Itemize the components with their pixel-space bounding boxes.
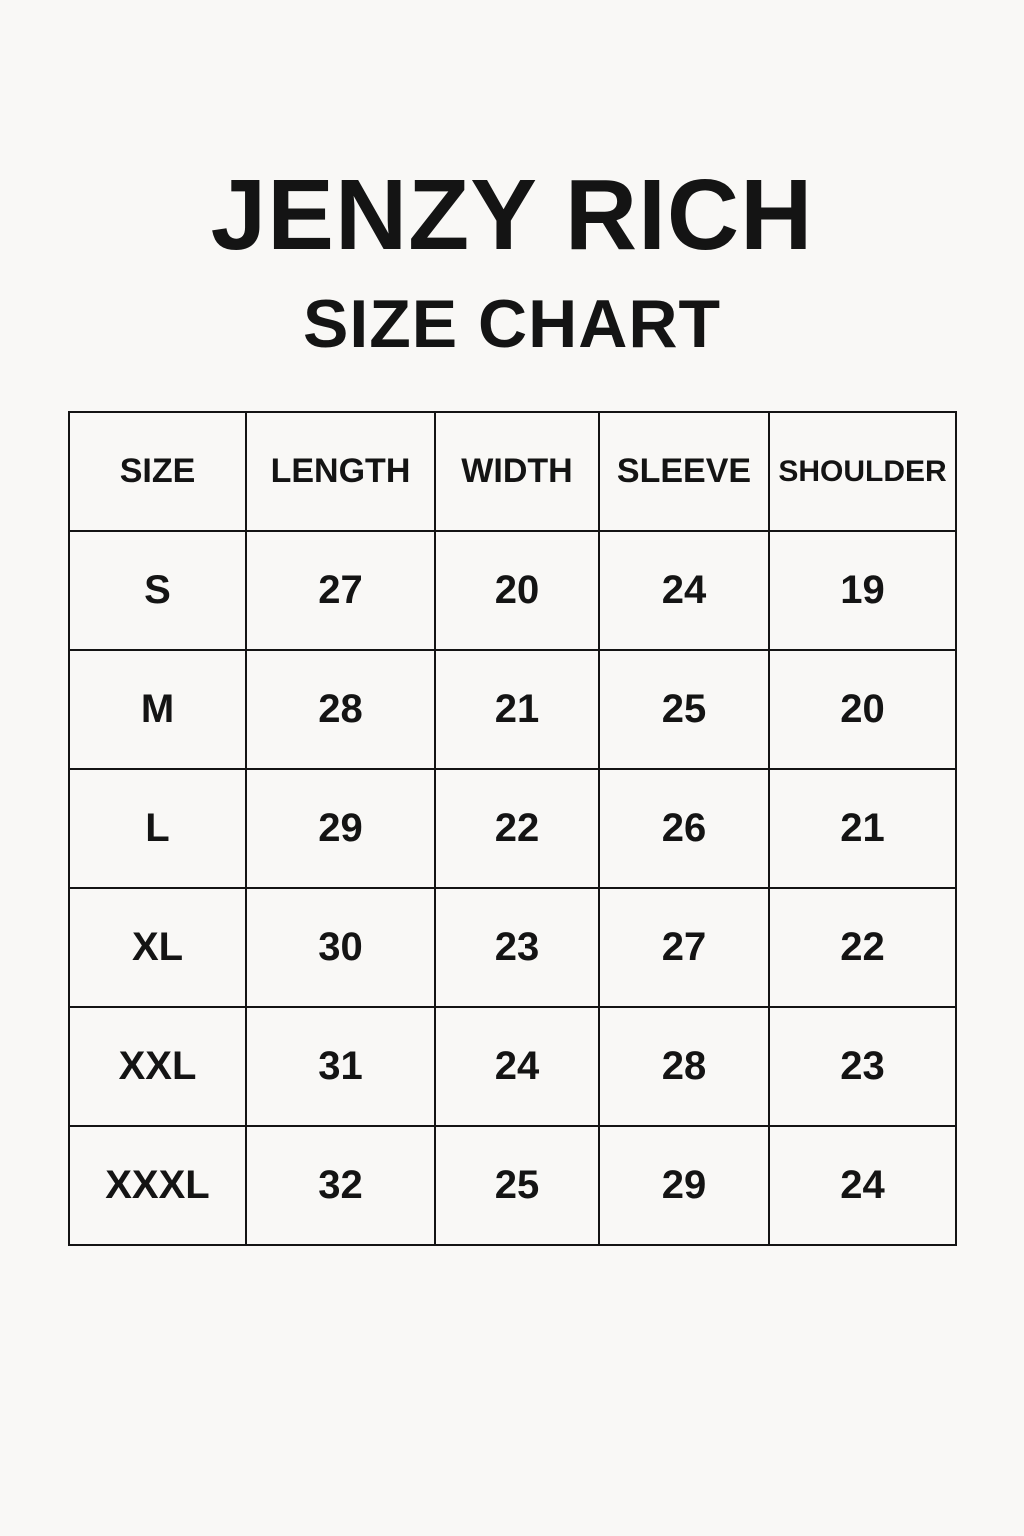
table-cell-width: 20	[434, 530, 600, 651]
table-row: XXL 31 24 28 23	[68, 1006, 957, 1127]
table-cell-shoulder: 20	[768, 649, 957, 770]
column-header-shoulder: SHOULDER	[768, 411, 957, 532]
column-header-length: LENGTH	[245, 411, 436, 532]
table-row: S 27 20 24 19	[68, 530, 957, 651]
table-cell-shoulder: 21	[768, 768, 957, 889]
chart-subtitle: SIZE CHART	[303, 286, 721, 362]
table-cell-size: XL	[68, 887, 247, 1008]
table-cell-width: 21	[434, 649, 600, 770]
column-header-width: WIDTH	[434, 411, 600, 532]
table-cell-length: 30	[245, 887, 436, 1008]
table-cell-length: 31	[245, 1006, 436, 1127]
table-cell-sleeve: 25	[598, 649, 770, 770]
column-header-size: SIZE	[68, 411, 247, 532]
table-cell-size: M	[68, 649, 247, 770]
table-cell-sleeve: 26	[598, 768, 770, 889]
table-cell-width: 25	[434, 1125, 600, 1246]
table-cell-size: XXL	[68, 1006, 247, 1127]
table-cell-size: L	[68, 768, 247, 889]
table-cell-length: 32	[245, 1125, 436, 1246]
table-cell-width: 22	[434, 768, 600, 889]
table-cell-size: S	[68, 530, 247, 651]
brand-title: JENZY RICH	[210, 159, 814, 271]
table-cell-sleeve: 24	[598, 530, 770, 651]
header-row: SIZE LENGTH WIDTH SLEEVE SHOULDER	[68, 411, 957, 532]
table-cell-sleeve: 29	[598, 1125, 770, 1246]
table-cell-length: 29	[245, 768, 436, 889]
table-row: L 29 22 26 21	[68, 768, 957, 889]
table-row: XL 30 23 27 22	[68, 887, 957, 1008]
table-cell-length: 28	[245, 649, 436, 770]
table-cell-shoulder: 23	[768, 1006, 957, 1127]
table-cell-width: 23	[434, 887, 600, 1008]
table-cell-shoulder: 19	[768, 530, 957, 651]
table-row: XXXL 32 25 29 24	[68, 1125, 957, 1246]
table-row: M 28 21 25 20	[68, 649, 957, 770]
table-cell-sleeve: 27	[598, 887, 770, 1008]
table-cell-size: XXXL	[68, 1125, 247, 1246]
size-chart-table: SIZE LENGTH WIDTH SLEEVE SHOULDER S 27 20 24 19 M…	[68, 411, 957, 1246]
column-header-sleeve: SLEEVE	[598, 411, 770, 532]
table-cell-shoulder: 22	[768, 887, 957, 1008]
table-cell-shoulder: 24	[768, 1125, 957, 1246]
table-cell-width: 24	[434, 1006, 600, 1127]
table-cell-sleeve: 28	[598, 1006, 770, 1127]
table-cell-length: 27	[245, 530, 436, 651]
